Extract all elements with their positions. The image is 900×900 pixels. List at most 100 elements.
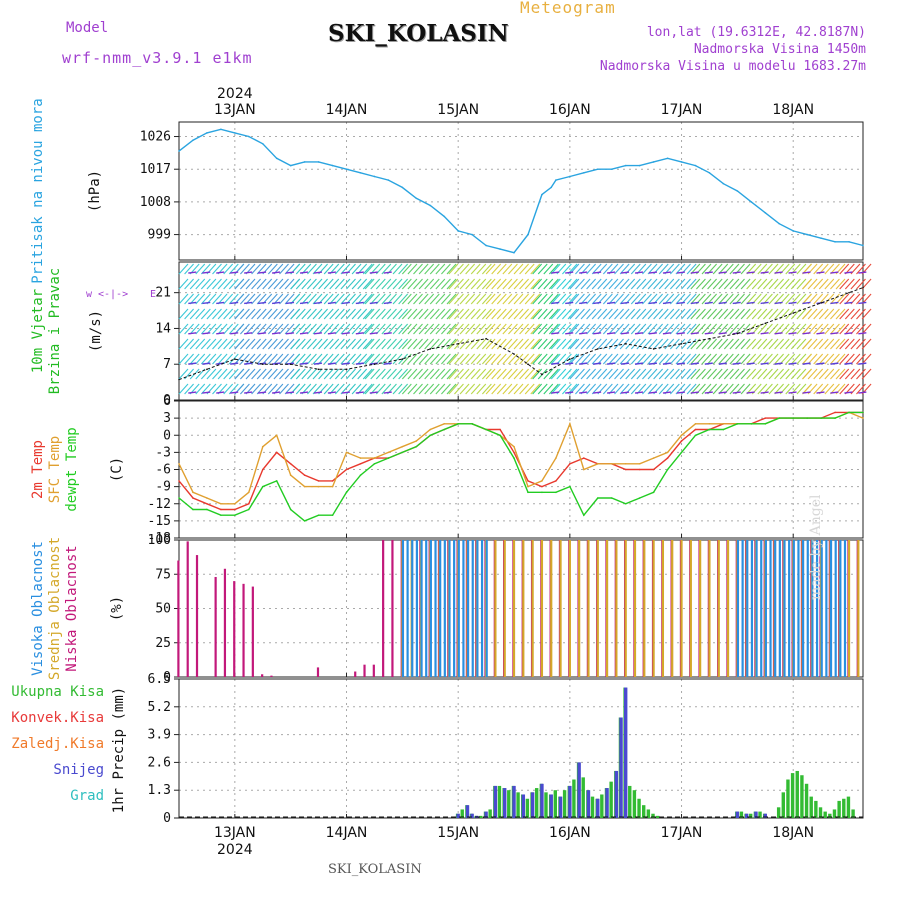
wind-barb [642,323,652,335]
wind-barb [802,278,812,290]
x-day-label-top: 15JAN [437,102,479,118]
wind-barb [223,263,234,275]
wind-barb [669,368,680,380]
precip-legend-1: Konvek.Kisa [11,710,104,726]
bar-srednja-oblacnost [559,540,562,677]
y-tick-label: 1017 [140,162,171,177]
wind-arrow [746,391,755,394]
data-point [206,132,208,134]
wind-arrow [383,271,392,274]
wind-barb [441,338,451,350]
data-point [610,462,613,465]
wind-arrow [299,332,309,335]
wind-barb [200,353,211,365]
wind-barb [591,293,602,305]
wind-barb [256,368,267,380]
wind-barb [267,278,278,290]
wind-arrow [676,332,685,335]
ylabel-wind-1: Brzina i Pravac [47,268,63,394]
wind-barb [718,368,729,380]
wind-barb [669,353,680,365]
bar-snijeg [493,785,498,818]
wind-barb [418,263,429,275]
wind-barb [591,308,602,320]
wind-barb [387,323,397,335]
wind-barb [267,353,278,365]
wind-barb [401,383,412,395]
wind-barb [240,353,250,365]
wind-barb [614,293,624,305]
wind-arrow [327,301,336,305]
bar-visoka-oblacnost [741,540,744,677]
wind-barb [740,278,751,290]
x-day-label-bottom: 13JAN [214,825,256,841]
bar-srednja-oblacnost [643,540,646,677]
bar-ukupna-kisa [776,807,781,818]
wind-barb [217,338,228,350]
data-point [680,342,683,345]
wind-barb [774,278,785,290]
wind-barb [723,353,734,365]
wind-barb [532,383,543,395]
wind-barb [757,368,768,380]
wind-barb [485,368,496,380]
wind-barb [763,368,773,380]
y-tick-label: -15 [148,514,171,529]
wind-arrow [244,271,253,274]
wind-barb [567,338,578,350]
data-point [722,423,725,425]
wind-barb [807,278,818,290]
wind-barb [284,368,295,380]
wind-arrow [816,332,825,335]
wind-barb [189,278,200,290]
wind-barb [256,308,267,320]
data-point [792,230,795,232]
wind-barb [429,323,440,335]
wind-barb [835,368,846,380]
wind-barb [448,368,459,380]
wind-barb [364,353,375,365]
wind-barb [630,263,641,275]
wind-barb [835,353,846,365]
wind-arrow [230,271,239,274]
data-point [401,451,404,454]
wind-barb [597,308,608,320]
data-point [373,462,376,465]
wind-barb [459,383,470,395]
data-point [555,491,557,494]
wind-barb [418,338,429,350]
wind-barb [746,293,757,305]
data-point [485,244,487,247]
wind-barb [375,308,386,320]
wind-barb [818,278,829,290]
data-point [331,485,334,488]
wind-barb [839,323,850,335]
wind-barb [351,308,362,320]
lonlat-label: lon,lat (19.6312E, 42.8187N) [646,25,866,40]
data-point [206,368,208,371]
bar-niska-oblacnost [177,560,180,677]
wind-barb [785,293,796,305]
wind-barb [407,293,418,305]
wind-arrow [593,301,602,305]
wind-barb [543,368,554,380]
data-point [652,348,655,350]
wind-arrow [760,271,769,274]
wind-barb [751,278,762,290]
wind-arrow [271,391,281,394]
wind-arrow [634,332,644,335]
wind-barb [774,338,785,350]
wind-barb [200,323,211,335]
wind-barb [212,368,222,380]
wind-barb [284,278,295,290]
wind-barb [669,323,680,335]
data-point [666,157,669,160]
data-point [569,175,571,178]
wind-barb [465,293,476,305]
data-point [652,161,655,163]
data-point [387,451,390,454]
wind-barb [240,308,250,320]
wind-arrow [244,391,253,394]
wind-arrow [313,271,323,274]
wind-arrow [606,332,616,335]
